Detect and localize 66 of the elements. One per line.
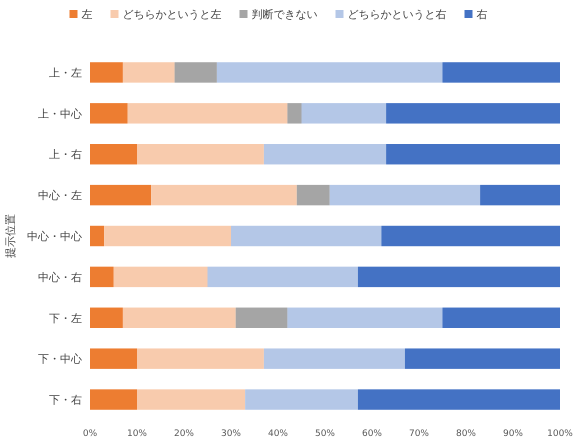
bar [114,266,208,288]
legend-label: 左 [82,8,92,21]
bar [90,266,114,288]
y-tick-label: 上・中心 [38,107,82,120]
y-tick-label: 中心・右 [38,270,82,284]
x-tick-label: 50% [314,429,336,439]
bar [174,62,217,83]
bar [404,348,560,369]
bar [287,103,302,124]
bar [386,144,560,164]
x-tick-label: 90% [502,429,524,439]
y-axis-title: 提示位置 [4,214,17,258]
x-tick-label: 10% [126,429,148,439]
y-tick-label: 下・左 [49,312,82,325]
bar [90,184,152,206]
y-tick-label: 下・中心 [38,352,82,366]
bar [90,103,128,124]
bar [90,226,104,246]
bar [302,103,386,124]
x-tick-label: 20% [174,429,194,439]
x-tick-label: 40% [268,429,288,439]
bar [287,308,442,328]
bar [264,348,405,369]
bar [358,389,560,410]
y-tick-label: 下・右 [49,394,82,407]
x-tick-label: 0% [82,429,98,439]
x-tick-label: 70% [408,429,430,439]
bar [264,144,386,164]
legend-label: 判断できない [252,8,318,21]
bar [236,308,288,328]
bar [216,62,442,83]
x-tick-label: 100% [547,429,574,439]
bar [137,144,264,164]
y-tick-label: 中心・左 [38,189,82,202]
bar [122,308,236,328]
bar [208,266,358,288]
x-tick-label: 80% [456,429,476,439]
bar [90,62,123,83]
bar [386,103,560,124]
bar [137,389,246,410]
bar [122,62,175,83]
bar [151,184,297,206]
bar [296,184,330,206]
bar [245,389,358,410]
bar [330,184,480,206]
x-tick-label: 60% [362,429,382,439]
bar [104,226,231,246]
y-tick-label: 中心・中心 [27,230,82,243]
bar [128,103,288,124]
x-tick-label: 30% [220,429,242,439]
y-tick-label: 上・右 [49,148,82,162]
bar [231,226,382,246]
legend-label: どちらかというと左 [122,8,222,21]
bar [90,308,123,328]
bar [381,226,560,246]
legend-label: どちらかというと右 [348,8,446,21]
bar [137,348,264,369]
bar [442,308,560,328]
bar [90,144,137,164]
y-tick-label: 上・左 [49,66,82,80]
bar [90,348,137,369]
bar [480,184,560,206]
bar [90,389,137,410]
bar [442,62,560,83]
legend-label: 右 [476,8,488,21]
bar [358,266,560,288]
